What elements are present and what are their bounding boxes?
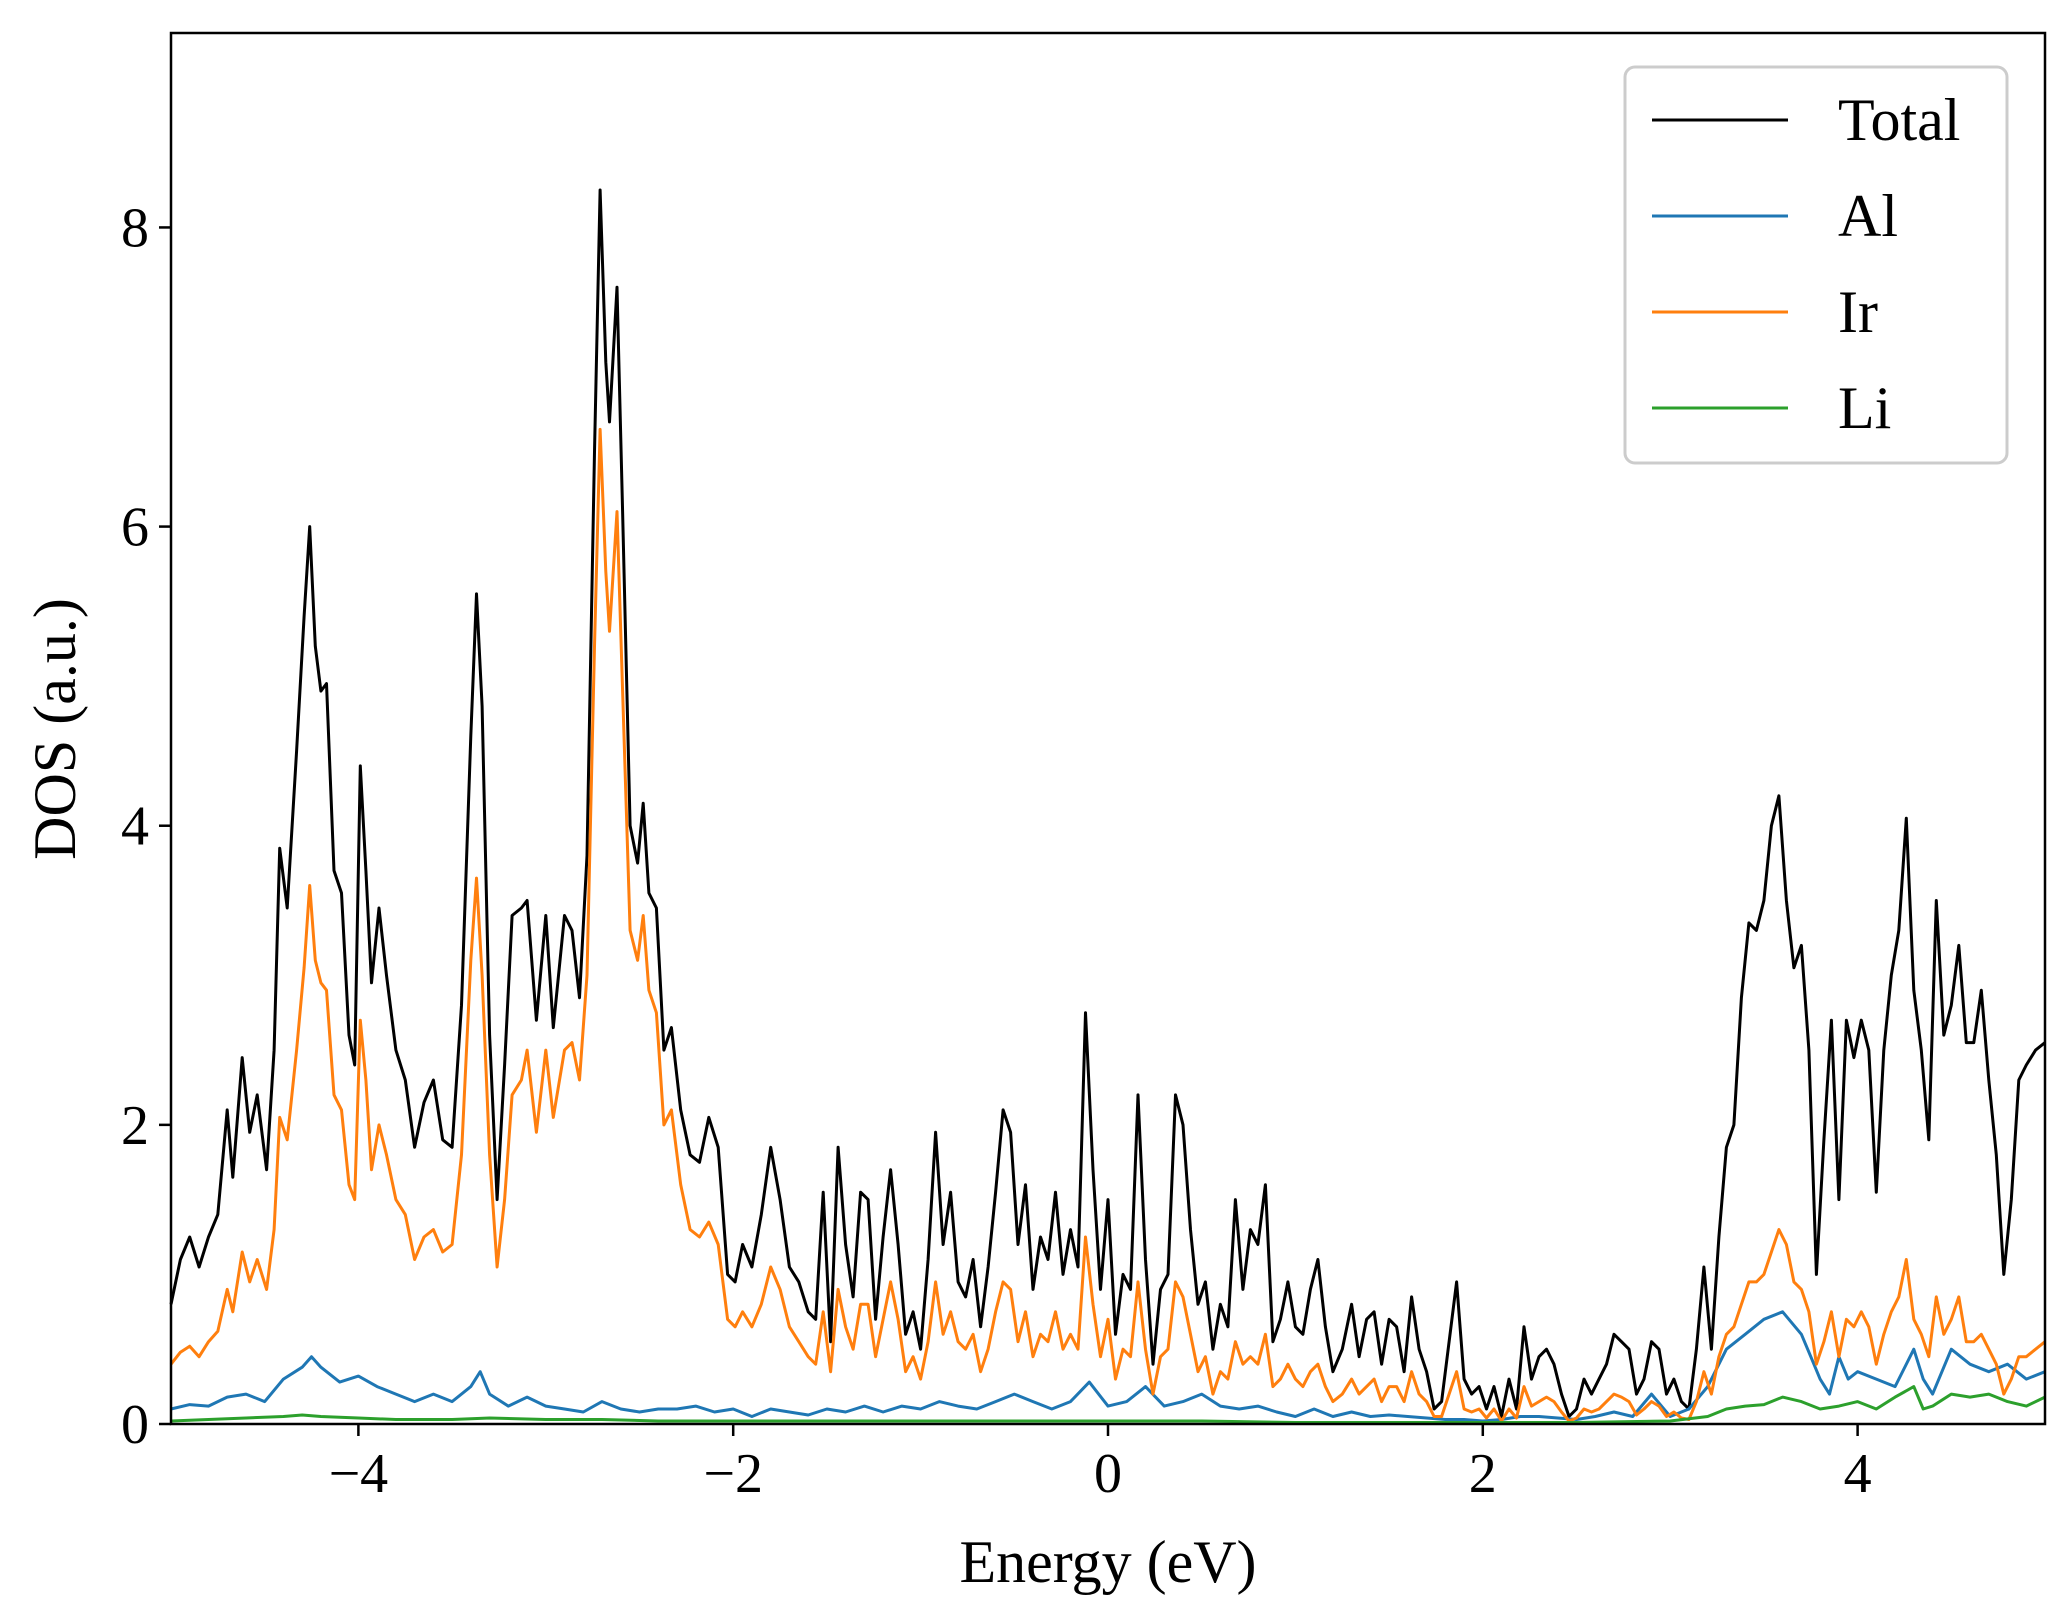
y-axis-ticks: 0 2 4 6 8 bbox=[121, 197, 171, 1456]
legend-items: Total Al Ir Li bbox=[1652, 87, 1960, 441]
y-tick-label: 4 bbox=[121, 796, 149, 858]
x-tick-label: 0 bbox=[1094, 1443, 1122, 1505]
y-tick-label: 6 bbox=[121, 497, 149, 559]
series-line-al bbox=[170, 1310, 2046, 1423]
x-tick-label: −4 bbox=[329, 1443, 389, 1505]
series-line-total bbox=[169, 188, 2046, 1418]
legend-label-ir: Ir bbox=[1838, 279, 1878, 345]
y-tick-label: 8 bbox=[121, 197, 149, 259]
x-axis-label: Energy (eV) bbox=[959, 1529, 1256, 1595]
legend: Total Al Ir Li bbox=[1623, 65, 2009, 465]
y-tick-label: 2 bbox=[121, 1095, 149, 1157]
x-tick-label: 2 bbox=[1469, 1443, 1497, 1505]
y-axis-label: DOS (a.u.) bbox=[22, 598, 88, 860]
series-line-ir bbox=[169, 427, 2046, 1423]
series-line-li bbox=[170, 1385, 2046, 1424]
x-tick-label: −2 bbox=[703, 1443, 763, 1505]
x-tick-label: 4 bbox=[1844, 1443, 1872, 1505]
legend-label-total: Total bbox=[1838, 87, 1960, 153]
x-axis-ticks: −4 −2 0 2 4 bbox=[329, 1424, 1872, 1505]
series-lines bbox=[169, 188, 2046, 1424]
legend-label-li: Li bbox=[1838, 375, 1891, 441]
y-tick-label: 0 bbox=[121, 1394, 149, 1456]
legend-label-al: Al bbox=[1838, 183, 1898, 249]
legend-box bbox=[1623, 65, 2009, 465]
